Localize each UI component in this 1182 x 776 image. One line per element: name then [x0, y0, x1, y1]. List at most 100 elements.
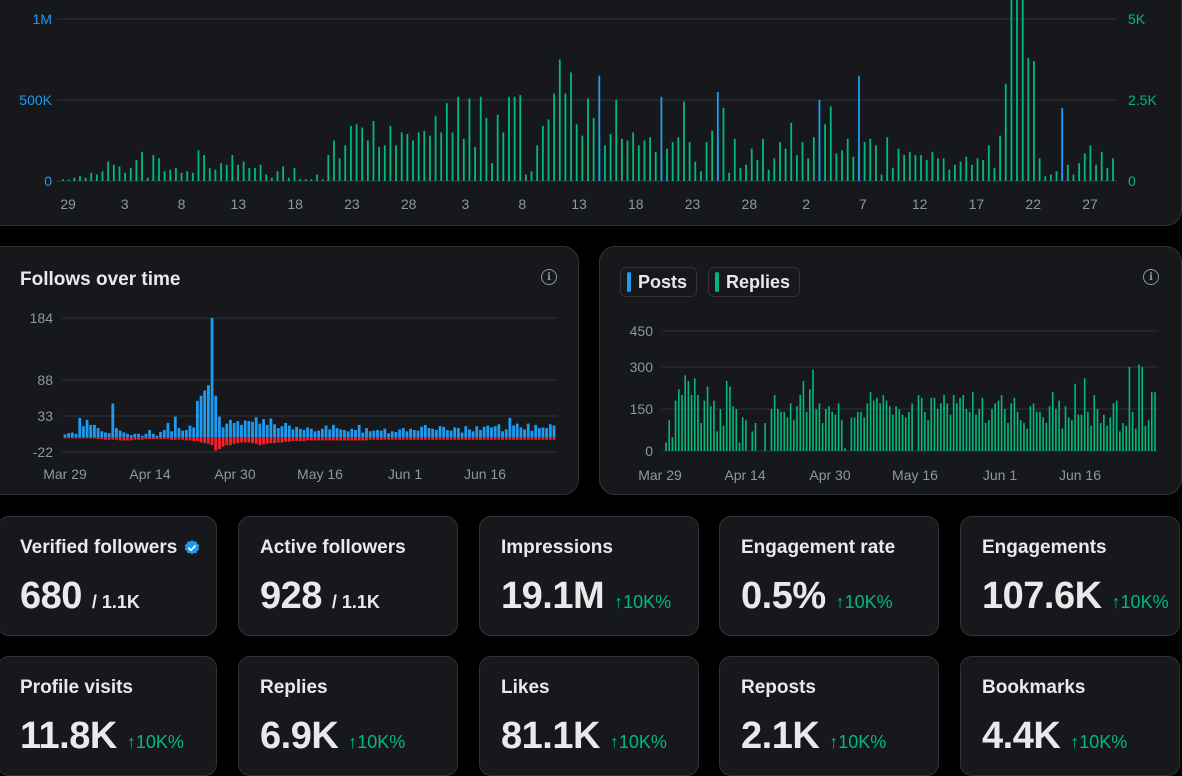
posts-x-tick: Apr 14 [724, 467, 765, 483]
follows-bar [368, 431, 372, 437]
top-x-tick: 23 [344, 196, 360, 212]
replies-bar [895, 406, 897, 451]
replies-bar [1106, 168, 1109, 181]
replies-bar [739, 168, 742, 181]
replies-bar [1023, 423, 1025, 451]
replies-bar [897, 148, 900, 181]
replies-bar [869, 392, 872, 451]
legend-replies[interactable]: Replies [708, 267, 801, 297]
unfollows-bar [493, 437, 497, 440]
replies-bar [1035, 411, 1038, 451]
stat-delta: ↑10K% [836, 592, 893, 613]
replies-bar [570, 72, 572, 181]
replies-bar [1051, 392, 1054, 451]
replies-bar [796, 406, 798, 451]
replies-bar [706, 386, 709, 451]
replies-bar [837, 403, 840, 451]
impressions-bar [818, 100, 821, 181]
follows-bar [273, 424, 276, 437]
unfollows-bar [357, 437, 361, 441]
unfollows-bar [298, 437, 302, 442]
unfollows-bar [206, 437, 210, 444]
follows-chart[interactable]: 184 88 33 -22 Mar 29 Apr 14 Apr 30 May 16 Jun 1 J… [0, 247, 579, 495]
unfollows-bar [339, 437, 343, 441]
replies-bar [1141, 367, 1144, 451]
follows-x-tick: Jun 16 [464, 466, 506, 482]
stat-value-row: 4.4K ↑10K% [982, 715, 1127, 758]
unfollows-bar [508, 437, 512, 440]
replies-bar [885, 400, 888, 451]
replies-bar [735, 409, 738, 451]
unfollows-bar [284, 437, 288, 442]
unfollows-bar [431, 437, 435, 440]
replies-bar [770, 409, 773, 451]
stat-delta: ↑10K% [614, 592, 671, 613]
unfollows-bar [479, 437, 482, 440]
stat-value: 11.8K [20, 715, 117, 757]
follows-bar [254, 417, 258, 437]
stat-card-verified-followers[interactable]: Verified followers 680 / 1.1K [0, 516, 217, 636]
replies-bar [225, 164, 228, 181]
unfollows-bar [346, 437, 350, 441]
follows-bar [181, 430, 185, 437]
follows-bar [151, 433, 155, 437]
stat-card-impressions[interactable]: Impressions 19.1M ↑10K% [479, 516, 699, 636]
follows-bar [173, 416, 177, 437]
unfollows-bar [416, 437, 420, 440]
info-icon[interactable]: i [541, 269, 557, 285]
unfollows-bar [515, 437, 519, 440]
replies-bar [67, 179, 70, 181]
replies-bar [1021, 0, 1024, 181]
unfollows-bar [89, 437, 93, 439]
stat-card-reposts[interactable]: Reposts 2.1K ↑10K% [719, 656, 939, 776]
stat-card-bookmarks[interactable]: Bookmarks 4.4K ↑10K% [960, 656, 1180, 776]
unfollows-bar [243, 437, 247, 443]
unfollows-bar [251, 437, 254, 444]
replies-bar [1099, 423, 1102, 451]
replies-bar [73, 177, 76, 181]
replies-bar [1067, 417, 1070, 451]
replies-bar [95, 174, 98, 181]
replies-bar [389, 125, 392, 181]
stat-card-likes[interactable]: Likes 81.1K ↑10K% [479, 656, 699, 776]
replies-bar [135, 159, 138, 181]
follows-bar [438, 426, 442, 437]
follows-bar [457, 428, 460, 437]
replies-bar [790, 122, 793, 181]
follows-bar [199, 395, 203, 437]
replies-bar [968, 411, 971, 451]
stat-card-profile-visits[interactable]: Profile visits 11.8K ↑10K% [0, 656, 217, 776]
posts-x-tick: Jun 1 [983, 467, 1017, 483]
unfollows-bar [482, 437, 486, 440]
replies-bar [697, 395, 699, 451]
stat-card-engagements[interactable]: Engagements 107.6K ↑10K% [960, 516, 1180, 636]
stat-label: Engagements [982, 537, 1107, 559]
stat-label-text: Verified followers [20, 537, 178, 558]
stat-label: Likes [501, 677, 550, 699]
follows-bar [236, 421, 240, 437]
legend-posts[interactable]: Posts [620, 267, 698, 297]
stat-card-replies[interactable]: Replies 6.9K ↑10K% [238, 656, 458, 776]
unfollows-bar [390, 437, 394, 440]
stat-card-active-followers[interactable]: Active followers 928 / 1.1K [238, 516, 458, 636]
replies-bar [703, 400, 706, 451]
arrow-up-icon: ↑ [829, 732, 839, 752]
stat-card-engagement-rate[interactable]: Engagement rate 0.5% ↑10K% [719, 516, 939, 636]
unfollows-bar [320, 437, 324, 441]
unfollows-bar [331, 437, 335, 441]
follows-bar [379, 430, 383, 437]
replies-bar [146, 177, 149, 181]
follows-y-tick: 33 [37, 408, 53, 424]
replies-bar [959, 397, 961, 451]
stat-delta: ↑10K% [348, 732, 405, 753]
info-icon[interactable]: i [1143, 269, 1159, 285]
replies-bar [163, 171, 166, 181]
stat-delta-text: 10K% [618, 732, 667, 752]
follows-bar [445, 430, 449, 437]
follows-bar [232, 423, 236, 437]
replies-bar [732, 406, 734, 451]
unfollows-bar [328, 437, 332, 441]
follows-bar [394, 431, 398, 437]
posts-replies-chart[interactable]: 450 300 150 0 Mar 29 Apr 14 Apr 30 May 16 Jun 1 J… [600, 247, 1182, 495]
